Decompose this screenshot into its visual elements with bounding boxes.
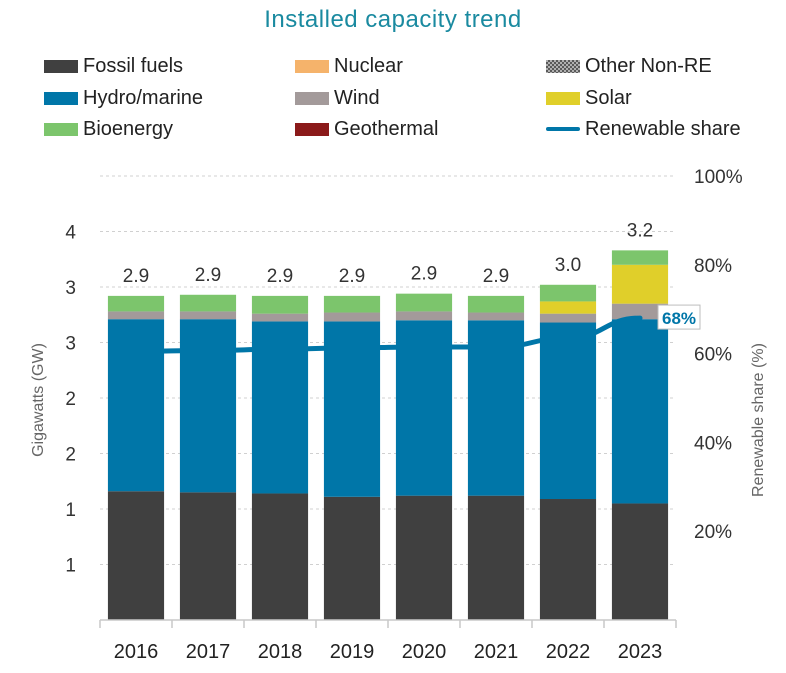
renewable-share-line-group: 68% [133,304,701,354]
legend-swatch-other-non-re [546,59,580,73]
legend-item-renewable-share: Renewable share [546,117,741,141]
bar-bioenergy-2021 [467,295,525,313]
x-tick-label-2023: 2023 [618,641,663,663]
bar-fossil-fuels-2016 [107,491,165,620]
total-label-2020: 2.9 [411,264,437,285]
legend-swatch-fossil-fuels [44,59,78,73]
renewable-share-line [133,315,643,354]
legend-item-hydro-marine: Hydro/marine [44,86,203,110]
bar-bioenergy-2018 [251,295,309,314]
legend-label-renewable-share: Renewable share [585,117,741,140]
y-tick-label-2: 2 [65,445,76,466]
chart-title: Installed capacity trend [264,6,522,33]
bar-fossil-fuels-2023 [611,503,669,620]
total-label-2022: 3.0 [555,255,581,276]
bar-fossil-fuels-2022 [539,499,597,620]
axes [99,619,677,628]
total-label-2021: 2.9 [483,266,509,287]
y-tick-label-1: 1 [65,500,76,521]
total-label-2016: 2.9 [123,266,149,287]
y2-axis-title: Renewable share (%) [750,343,767,497]
bar-wind-2019 [323,312,381,322]
total-label-2023: 3.2 [627,220,653,241]
bar-fossil-fuels-2021 [467,495,525,620]
x-tick-label-2022: 2022 [546,641,591,663]
legend-swatch-wind [295,91,329,105]
labels: 1 1 2 2 3 3 4 20% 40% 60% 80% 100% Gigawatts (GW) Ren… [30,167,767,663]
bar-bioenergy-2016 [107,295,165,312]
legend-label-other-non-re: Other Non-RE [585,54,712,77]
legend-item-solar: Solar [546,86,632,110]
y2-tick-label-0: 20% [694,522,732,543]
total-label-2019: 2.9 [339,266,365,287]
legend-label-solar: Solar [585,86,632,109]
x-tick-label-2018: 2018 [258,641,303,663]
bars [107,250,669,620]
legend-item-geothermal: Geothermal [295,117,439,141]
legend-label-nuclear: Nuclear [334,54,403,77]
y-tick-label-5: 3 [65,278,76,299]
bar-hydro-marine-2016 [107,319,165,492]
legend-item-wind: Wind [295,86,380,110]
legend-swatch-solar [546,91,580,105]
y2-tick-label-2: 60% [694,345,732,366]
bar-bioenergy-2022 [539,284,597,302]
legend-label-geothermal: Geothermal [334,117,439,140]
legend-item-fossil-fuels: Fossil fuels [44,54,183,78]
bar-solar-2023 [611,264,669,304]
total-label-2017: 2.9 [195,265,221,286]
bar-bioenergy-2019 [323,295,381,313]
legend-label-hydro-marine: Hydro/marine [83,86,204,109]
bar-bioenergy-2020 [395,293,453,312]
legend-label-fossil-fuels: Fossil fuels [83,54,184,77]
bar-fossil-fuels-2019 [323,496,381,620]
legend-swatch-renewable-share [546,127,580,131]
total-label-2018: 2.9 [267,266,293,287]
bar-hydro-marine-2017 [179,319,237,493]
legend-label-wind: Wind [334,86,380,109]
bar-fossil-fuels-2017 [179,492,237,620]
bar-hydro-marine-2019 [323,321,381,497]
x-tick-label-2019: 2019 [330,641,375,663]
legend-swatch-hydro-marine [44,91,78,105]
y-tick-label-3: 2 [65,389,76,410]
y-tick-label-6: 4 [65,223,76,244]
bar-hydro-marine-2021 [467,320,525,496]
legend-swatch-bioenergy [44,122,78,136]
bar-wind-2022 [539,313,597,323]
x-tick-label-2021: 2021 [474,641,519,663]
bar-bioenergy-2023 [611,250,669,265]
x-tick-label-2016: 2016 [114,641,159,663]
bar-fossil-fuels-2020 [395,495,453,620]
y-tick-label-4: 3 [65,334,76,355]
legend-item-other-non-re: Other Non-RE [546,54,712,78]
renewable-share-label-box [657,304,701,330]
legend-swatch-nuclear [295,59,329,73]
bar-solar-2022 [539,301,597,314]
y-axis-title: Gigawatts (GW) [30,343,47,457]
bar-wind-2016 [107,311,165,320]
x-tick-label-2020: 2020 [402,641,447,663]
legend-label-bioenergy: Bioenergy [83,117,174,140]
legend-item-bioenergy: Bioenergy [44,117,173,141]
bar-wind-2023 [611,303,669,320]
x-tick-label-2017: 2017 [186,641,231,663]
legend-swatch-geothermal [295,122,329,136]
bar-wind-2018 [251,313,309,322]
y2-tick-label-3: 80% [694,256,732,277]
y-tick-label-0: 1 [65,556,76,577]
legend-item-nuclear: Nuclear [295,54,403,78]
bar-fossil-fuels-2018 [251,493,309,620]
bar-wind-2020 [395,311,453,321]
renewable-share-end-label: 68% [662,309,696,328]
bar-hydro-marine-2023 [611,319,669,504]
bar-wind-2017 [179,311,237,320]
y2-tick-label-1: 40% [694,433,732,454]
bar-wind-2021 [467,312,525,321]
y2-tick-label-4: 100% [694,167,743,188]
bar-hydro-marine-2022 [539,322,597,500]
bar-bioenergy-2017 [179,294,237,312]
